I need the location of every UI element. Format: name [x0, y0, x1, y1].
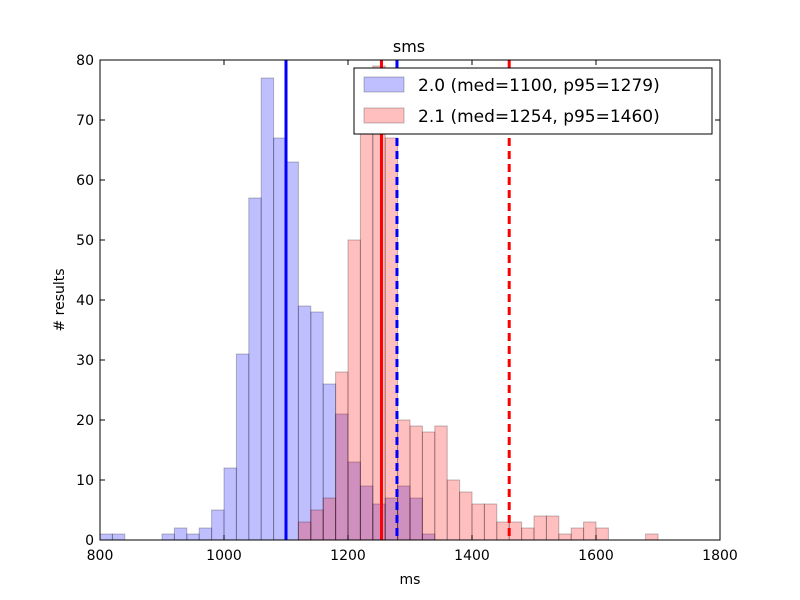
histogram-bar-2-1: [335, 371, 349, 541]
y-tick-label: 20: [76, 413, 94, 429]
legend-swatch-2-1: [363, 107, 405, 124]
histogram-bar-2-0: [173, 527, 188, 541]
histogram-bar-2-1: [347, 239, 361, 541]
histogram-bar-2-0: [99, 533, 113, 541]
histogram-bar-2-1: [297, 521, 312, 541]
histogram-bar-2-1: [372, 65, 386, 541]
x-tick-label: 1000: [206, 548, 242, 564]
x-tick-label: 1200: [330, 548, 366, 564]
histogram-bar-2-0: [223, 467, 237, 541]
histogram-bar-2-1: [645, 533, 659, 541]
histogram-bar-2-0: [235, 353, 250, 541]
histogram-bar-2-1: [533, 515, 547, 541]
legend-swatch-2-0: [363, 76, 405, 93]
histogram-bar-2-1: [446, 479, 461, 541]
histogram-bar-2-1: [397, 419, 411, 541]
bars-layer: [99, 65, 659, 541]
x-tick-label: 800: [87, 548, 114, 564]
histogram-bar-2-1: [508, 521, 523, 541]
legend: 2.0 (med=1100, p95=1279) 2.1 (med=1254, …: [353, 67, 713, 135]
histogram-bar-2-1: [521, 527, 535, 541]
histogram-bar-2-1: [496, 521, 510, 541]
y-tick-label: 0: [85, 533, 94, 549]
y-tick-label: 70: [76, 113, 94, 129]
x-axis-label: ms: [400, 572, 421, 588]
histogram-bar-2-0: [297, 305, 312, 541]
histogram-bar-2-0: [211, 509, 225, 541]
histogram-bar-2-0: [111, 533, 126, 541]
histogram-bar-2-1: [570, 527, 585, 541]
histogram-bar-2-1: [471, 503, 485, 541]
histogram-bar-2-0: [273, 137, 287, 541]
y-tick-label: 50: [76, 233, 94, 249]
histogram-bar-2-0: [161, 533, 175, 541]
x-tick-label: 1400: [454, 548, 490, 564]
histogram-bar-2-0: [285, 161, 299, 541]
x-tick-label: 1800: [702, 548, 738, 564]
histogram-bar-2-0: [260, 77, 275, 541]
histogram-bar-2-1: [459, 491, 473, 541]
histogram-bar-2-1: [558, 533, 572, 541]
legend-box: [353, 67, 713, 135]
histogram-bar-2-1: [583, 521, 597, 541]
histogram-bar-2-1: [545, 515, 560, 541]
reference-lines-layer: [284, 60, 511, 540]
chart-title: sms: [393, 37, 425, 56]
histogram-bar-2-1: [409, 425, 423, 541]
histogram-bar-2-1: [359, 125, 374, 541]
y-tick-label: 30: [76, 353, 94, 369]
histogram-bar-2-1: [421, 431, 436, 541]
histogram-bar-2-1: [483, 503, 498, 541]
histogram-bar-2-0: [186, 533, 200, 541]
x-tick-label: 1600: [578, 548, 614, 564]
y-tick-label: 60: [76, 173, 94, 189]
y-axis-label: # results: [52, 268, 68, 331]
y-tick-label: 10: [76, 473, 94, 489]
legend-label-2-1: 2.1 (med=1254, p95=1460): [418, 107, 660, 127]
histogram-bar-2-0: [198, 527, 213, 541]
histogram-bar-2-0: [310, 311, 324, 541]
histogram-bar-2-1: [434, 425, 448, 541]
histogram-bar-2-1: [310, 509, 324, 541]
y-tick-label: 80: [76, 53, 94, 69]
legend-label-2-0: 2.0 (med=1100, p95=1279): [418, 76, 660, 96]
histogram-bar-2-1: [595, 527, 609, 541]
histogram-bar-2-1: [322, 497, 337, 541]
histogram-bar-2-0: [248, 197, 262, 541]
ticks-layer: 800 1000 1200 1400 1600 1800 0 10 20 30 40 50 60 70 80: [76, 53, 738, 564]
y-tick-label: 40: [76, 293, 94, 309]
